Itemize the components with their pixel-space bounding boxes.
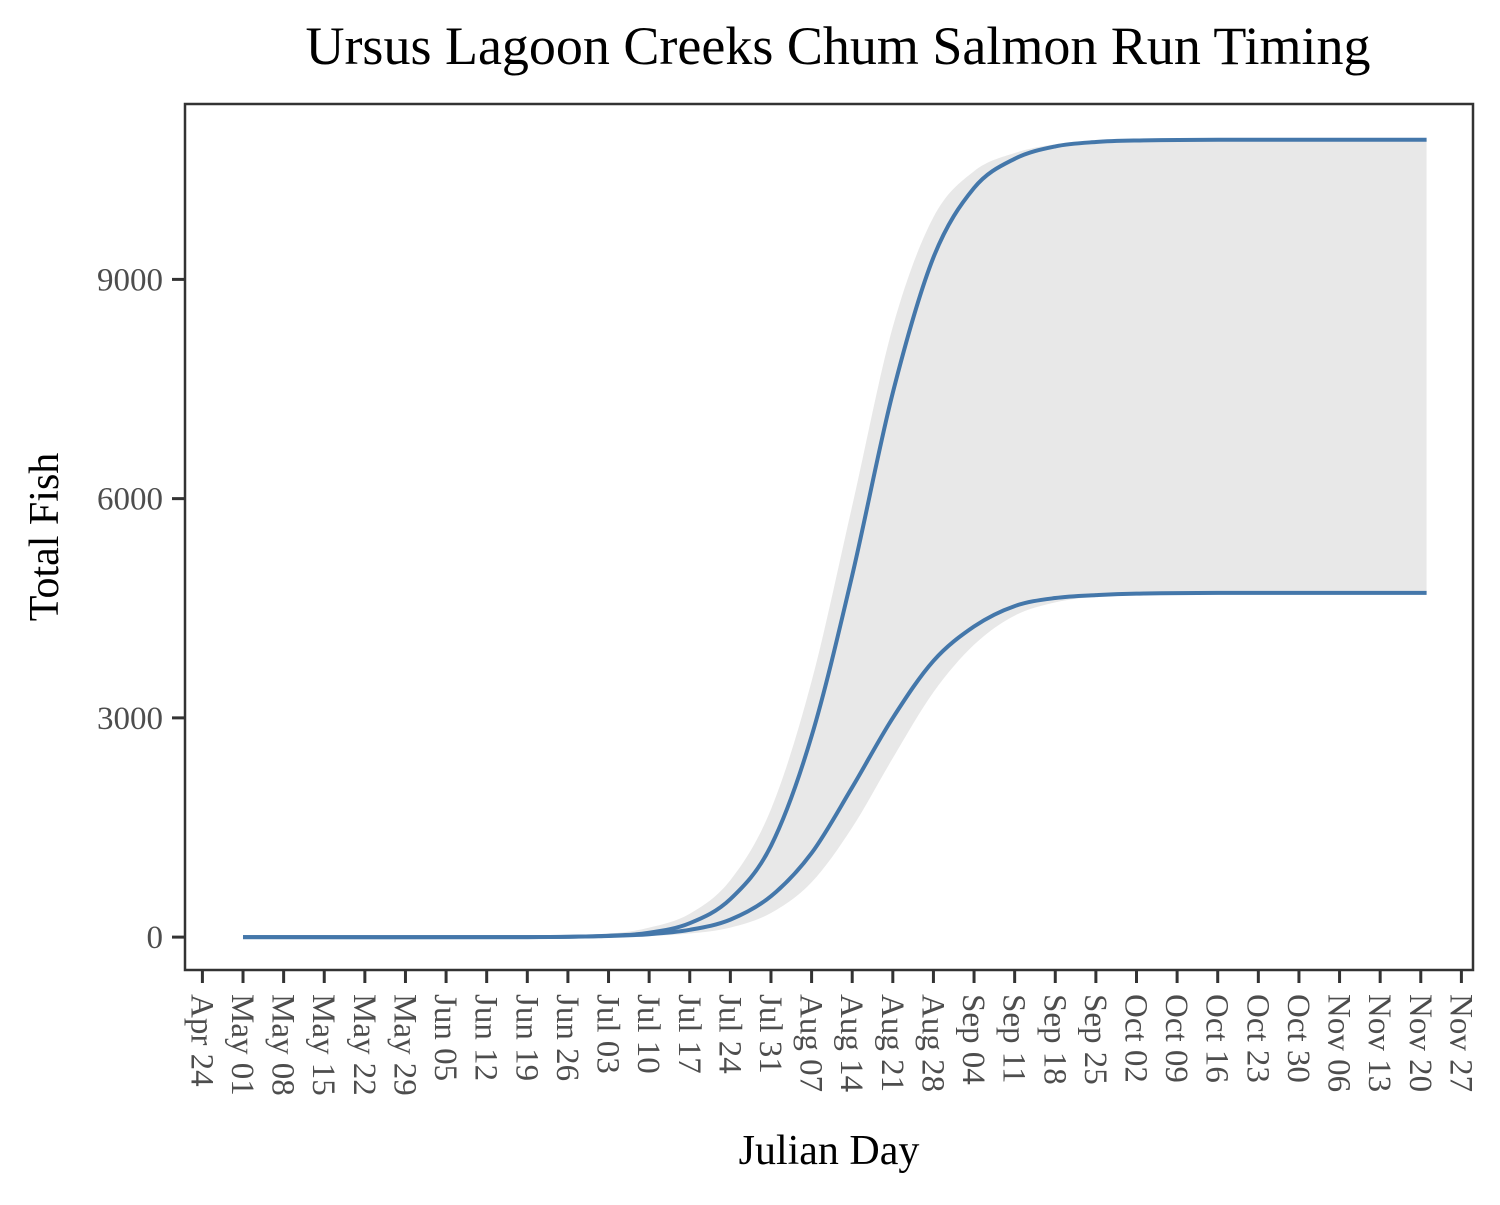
y-axis-title: Total Fish <box>22 453 68 622</box>
x-tick-label: Jun 26 <box>549 994 585 1081</box>
x-tick-label: Jun 19 <box>508 994 544 1081</box>
x-tick-label: Nov 27 <box>1442 994 1478 1092</box>
series-layer <box>242 137 1427 940</box>
x-tick-label: Sep 18 <box>1036 994 1072 1085</box>
y-tick-label: 0 <box>147 920 164 956</box>
x-tick-label: Jul 17 <box>671 994 707 1074</box>
y-tick-label: 3000 <box>97 701 163 737</box>
x-tick-label: Jul 10 <box>630 994 666 1074</box>
x-tick-label: Sep 25 <box>1077 994 1113 1085</box>
x-tick-label: Nov 06 <box>1321 994 1357 1092</box>
x-axis: Apr 24 May 01 May 08 May 15 May 22 May 29 Jun … <box>183 970 1478 1096</box>
x-tick-label: May 08 <box>265 994 301 1096</box>
x-tick-label: Apr 24 <box>183 994 219 1087</box>
x-tick-label: Nov 13 <box>1361 994 1397 1092</box>
y-axis: 0 3000 6000 9000 <box>97 262 185 956</box>
x-tick-label: Sep 04 <box>955 994 991 1085</box>
x-tick-label: Oct 09 <box>1158 994 1194 1083</box>
x-tick-label: Oct 23 <box>1239 994 1275 1083</box>
confidence-band-layer <box>243 139 1427 938</box>
x-tick-label: Oct 02 <box>1118 994 1154 1083</box>
chart-title: Ursus Lagoon Creeks Chum Salmon Run Timi… <box>305 16 1370 76</box>
x-tick-label: Aug 14 <box>833 994 869 1092</box>
x-tick-label: Oct 30 <box>1280 994 1316 1083</box>
x-tick-label: Aug 21 <box>874 994 910 1092</box>
x-tick-label: May 15 <box>305 994 341 1096</box>
x-tick-label: Jun 05 <box>427 994 463 1081</box>
y-tick-label: 6000 <box>97 482 163 518</box>
series-line-2 <box>242 590 1427 940</box>
y-tick-label: 9000 <box>97 262 163 298</box>
x-tick-label: Jul 31 <box>752 994 788 1074</box>
x-tick-label: Jun 12 <box>468 994 504 1081</box>
x-tick-label: Jul 24 <box>711 994 747 1074</box>
confidence-band <box>243 139 1427 938</box>
x-tick-label: May 01 <box>224 994 260 1096</box>
x-tick-label: Oct 16 <box>1199 994 1235 1083</box>
x-axis-title: Julian Day <box>739 1128 920 1174</box>
x-tick-label: May 22 <box>346 994 382 1096</box>
x-tick-label: Jul 03 <box>590 994 626 1074</box>
x-tick-label: Nov 20 <box>1402 994 1438 1092</box>
x-tick-label: May 29 <box>387 994 423 1096</box>
plot-panel-border <box>183 102 1475 972</box>
x-tick-label: Aug 07 <box>793 994 829 1092</box>
x-tick-label: Aug 28 <box>914 994 950 1092</box>
x-tick-label: Sep 11 <box>996 994 1032 1084</box>
